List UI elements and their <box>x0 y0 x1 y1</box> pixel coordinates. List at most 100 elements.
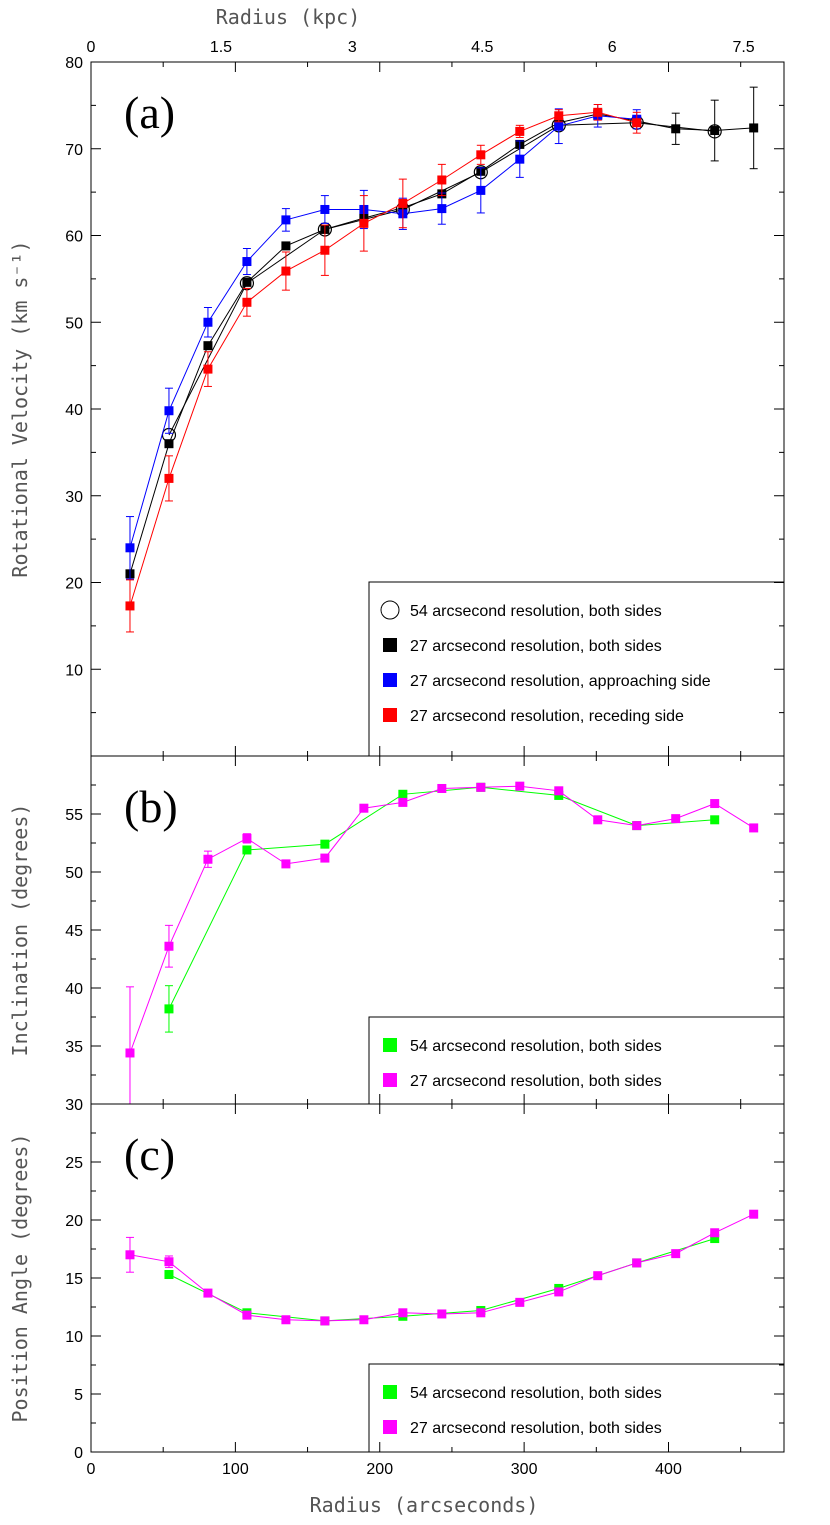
legend-label: 54 arcsecond resolution, both sides <box>410 1385 662 1402</box>
data-point <box>437 1309 447 1319</box>
y-axis-title: Rotational Velocity (km s⁻¹) <box>8 240 32 577</box>
x-tick-label: 0 <box>87 1461 96 1478</box>
legend-marker <box>383 673 397 687</box>
y-tick-label: 20 <box>65 576 83 593</box>
data-point <box>359 1315 369 1325</box>
y-tick-label: 40 <box>65 402 83 419</box>
series-1 <box>125 86 759 579</box>
data-point <box>710 1234 720 1244</box>
data-point <box>281 215 291 225</box>
data-point <box>281 241 291 251</box>
x-tick-label: 300 <box>511 1461 538 1478</box>
y-tick-label: 70 <box>65 142 83 159</box>
legend: 54 arcsecond resolution, both sides 27 ar… <box>368 1016 784 1104</box>
data-point <box>164 439 174 449</box>
y-tick-label: 5 <box>74 1387 83 1404</box>
data-point <box>164 473 174 483</box>
data-point <box>632 118 642 128</box>
data-point <box>320 245 330 255</box>
data-point <box>242 297 252 307</box>
legend-marker <box>383 708 397 722</box>
x-tick-label: 100 <box>222 1461 249 1478</box>
data-point <box>437 204 447 214</box>
data-point <box>125 1048 135 1058</box>
legend-label: 27 arcsecond resolution, both sides <box>410 638 662 655</box>
x-tick-label: 400 <box>655 1461 682 1478</box>
y-axis-title: Inclination (degrees) <box>8 804 32 1057</box>
series-line <box>129 115 637 548</box>
data-point <box>164 941 174 951</box>
data-point <box>515 126 525 136</box>
y-tick-label: 25 <box>65 1155 83 1172</box>
data-point <box>398 198 408 208</box>
data-point <box>515 781 525 791</box>
data-point <box>476 782 486 792</box>
y-tick-label: 10 <box>65 662 83 679</box>
data-point <box>203 317 213 327</box>
y-tick-label: 45 <box>65 923 83 940</box>
top-x-tick-label: 7.5 <box>732 39 754 56</box>
data-point <box>632 821 642 831</box>
y-tick-label: 30 <box>65 1097 83 1114</box>
panel-c: 0 5 10 15 20 25 0 100 200 300 400 Position Angle (d… <box>8 1103 785 1478</box>
legend-label: 27 arcsecond resolution, both sides <box>410 1073 662 1090</box>
series-1 <box>125 1209 759 1326</box>
data-point <box>749 1209 759 1219</box>
y-tick-label: 20 <box>65 1213 83 1230</box>
data-point <box>359 218 369 228</box>
data-point <box>320 1316 330 1326</box>
series-1 <box>125 781 759 1104</box>
x-tick-label: 200 <box>366 1461 393 1478</box>
data-point <box>671 1249 681 1259</box>
legend-label: 54 arcsecond resolution, both sides <box>410 603 662 620</box>
data-point <box>554 111 564 121</box>
data-point <box>281 1315 291 1325</box>
data-point <box>281 859 291 869</box>
panel-label: (c) <box>124 1129 175 1180</box>
data-point <box>398 797 408 807</box>
data-point <box>749 123 759 133</box>
data-point <box>359 803 369 813</box>
y-tick-label: 35 <box>65 1039 83 1056</box>
data-point <box>515 154 525 164</box>
data-point <box>515 1297 525 1307</box>
legend: 54 arcsecond resolution, both sides 27 ar… <box>368 581 784 756</box>
top-x-tick-label: 6 <box>608 39 617 56</box>
data-point <box>398 1308 408 1318</box>
data-point <box>749 823 759 833</box>
data-point <box>554 786 564 796</box>
data-point <box>710 799 720 809</box>
series-3 <box>125 104 642 633</box>
y-tick-label: 80 <box>65 55 83 72</box>
panel-a: 10 20 30 40 50 60 70 800 1.5 3 4.5 6 7.5 Rotational V… <box>8 39 785 757</box>
data-point <box>125 1250 135 1260</box>
data-point <box>320 204 330 214</box>
data-point <box>593 1271 603 1281</box>
data-point <box>593 815 603 825</box>
legend-marker <box>383 1073 397 1087</box>
legend-box <box>368 581 784 756</box>
y-tick-label: 0 <box>74 1445 83 1462</box>
data-point <box>242 833 252 843</box>
panel-label: (b) <box>124 781 178 832</box>
series-line <box>168 786 715 1010</box>
legend-box <box>368 1016 784 1104</box>
data-point <box>242 257 252 267</box>
y-tick-label: 40 <box>65 981 83 998</box>
data-point <box>281 266 291 276</box>
data-point <box>476 150 486 160</box>
series-line <box>129 1213 754 1322</box>
series-0 <box>164 782 720 1033</box>
data-point <box>632 1258 642 1268</box>
series-2 <box>125 104 642 580</box>
y-axis-title: Position Angle (degrees) <box>8 1134 32 1423</box>
data-point <box>593 107 603 117</box>
y-tick-label: 50 <box>65 315 83 332</box>
panel-label: (a) <box>124 87 175 138</box>
panel-b: 30 35 40 45 50 55 Inclination (degrees) (b) 54 a… <box>8 755 785 1114</box>
legend-label: 54 arcsecond resolution, both sides <box>410 1038 662 1055</box>
series-line <box>129 785 754 1054</box>
data-point <box>710 815 720 825</box>
data-point <box>437 175 447 185</box>
